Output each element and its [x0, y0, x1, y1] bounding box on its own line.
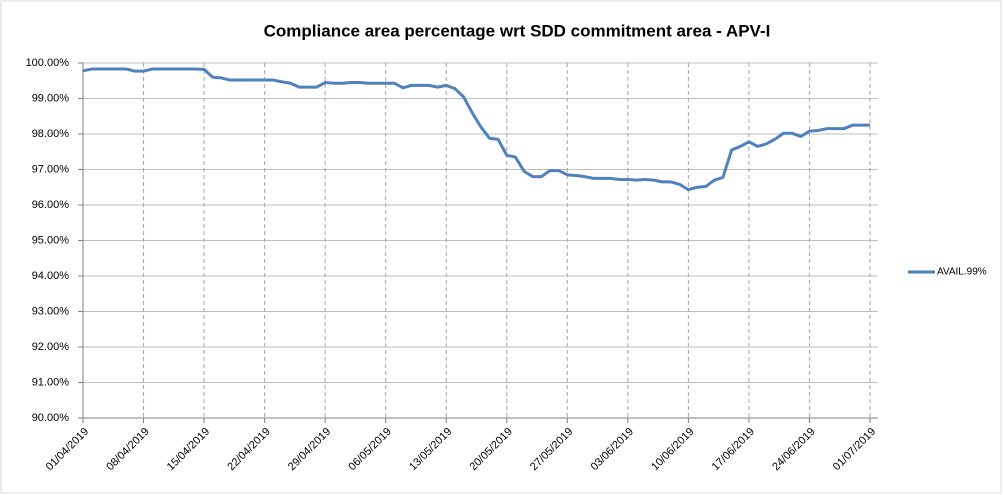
y-tick-label: 94.00% — [32, 270, 70, 282]
y-tick-label: 90.00% — [32, 412, 70, 424]
y-tick-label: 91.00% — [32, 376, 70, 388]
y-tick-label: 99.00% — [32, 92, 70, 104]
y-tick-label: 97.00% — [32, 163, 70, 175]
y-tick-label: 100.00% — [26, 57, 70, 69]
legend-label: AVAIL.99% — [937, 267, 987, 278]
y-tick-label: 93.00% — [32, 305, 70, 317]
y-tick-label: 95.00% — [32, 234, 70, 246]
series-line — [82, 67, 870, 192]
y-tick-label: 96.00% — [32, 199, 70, 211]
y-tick-label: 98.00% — [32, 128, 70, 140]
y-tick-label: 92.00% — [32, 341, 70, 353]
chart-title: Compliance area percentage wrt SDD commi… — [264, 21, 771, 40]
